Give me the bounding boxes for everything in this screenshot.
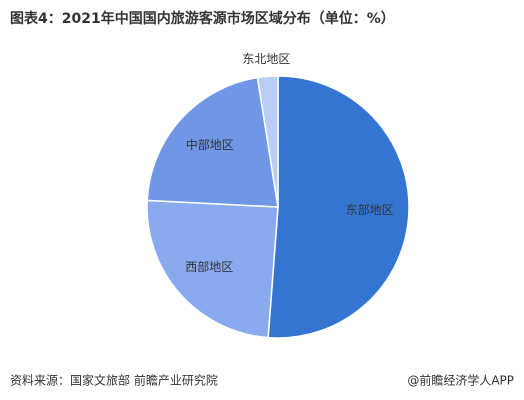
slice-label: 中部地区 — [186, 137, 234, 152]
slice-label: 西部地区 — [185, 259, 233, 274]
pie-slice — [146, 76, 279, 208]
credit: @前瞻经济学人APP — [407, 373, 514, 388]
pie-slice — [267, 75, 410, 339]
slice-label: 东北地区 — [242, 52, 290, 66]
pie-slice — [146, 199, 279, 339]
source-note: 资料来源：国家文旅部 前瞻产业研究院 — [10, 373, 218, 388]
chart-title: 图表4：2021年中国国内旅游客源市场区域分布（单位：%） — [10, 10, 395, 27]
slice-label: 东部地区 — [346, 202, 394, 217]
pie-slice — [256, 75, 279, 208]
